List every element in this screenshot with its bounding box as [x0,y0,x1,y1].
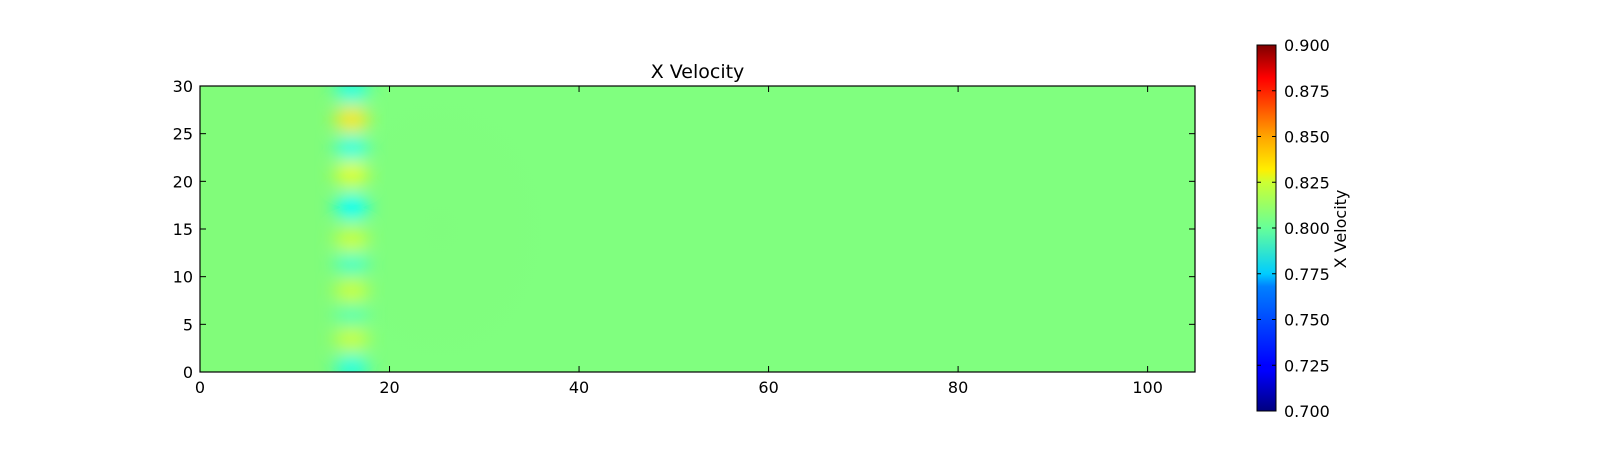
x-tick-label: 80 [948,378,968,397]
velocity-feature [334,134,369,161]
colorbar-tick-label: 0.875 [1284,82,1330,101]
plot-area [200,86,1195,372]
x-tick-label: 0 [195,378,205,397]
wake-region [320,86,560,372]
chart-title: X Velocity [651,61,745,83]
colorbar: 0.700 0.725 0.750 0.775 0.800 0.825 0.850 0.875… [1256,36,1350,421]
y-tick-label: 10 [173,268,193,287]
colorbar-tick-label: 0.900 [1284,36,1330,55]
colorbar-label: X Velocity [1331,190,1350,269]
x-tick-label: 20 [379,378,399,397]
velocity-feature [334,325,369,352]
x-tick-label: 100 [1132,378,1163,397]
y-tick-label: 0 [183,363,193,382]
x-tick-label: 40 [569,378,589,397]
colorbar-tick-label: 0.800 [1284,219,1330,238]
y-tick-label: 25 [173,125,193,144]
velocity-feature [334,277,369,304]
colorbar-tick-label: 0.725 [1284,356,1330,375]
y-tick-label: 20 [173,172,193,191]
colorbar-tick-label: 0.850 [1284,128,1330,147]
colorbar-tick-label: 0.700 [1284,402,1330,421]
colorbar-tick-label: 0.775 [1284,265,1330,284]
velocity-feature [334,194,369,221]
x-tick-label: 60 [758,378,778,397]
velocity-feature [334,227,369,254]
y-tick-label: 15 [173,220,193,239]
y-tick-label: 5 [183,315,193,334]
colorbar-tick-label: 0.750 [1284,311,1330,330]
y-tick-label: 30 [173,77,193,96]
velocity-features [334,86,369,372]
velocity-feature [334,354,369,372]
velocity-feature [334,86,369,104]
velocity-feature [334,249,369,276]
velocity-feature [334,301,369,328]
x-axis: 0 20 40 60 80 100 [195,86,1163,397]
colorbar-tick-label: 0.825 [1284,173,1330,192]
colorbar-ticks: 0.700 0.725 0.750 0.775 0.800 0.825 0.850 0.875… [1257,36,1330,421]
velocity-feature [334,106,369,133]
y-axis: 0 5 10 15 20 25 30 [173,77,1195,382]
velocity-feature [334,160,369,187]
